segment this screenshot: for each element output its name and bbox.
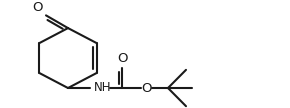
Text: O: O [32, 1, 43, 14]
Text: NH: NH [94, 81, 111, 94]
Text: O: O [141, 82, 151, 94]
Text: O: O [117, 52, 127, 65]
